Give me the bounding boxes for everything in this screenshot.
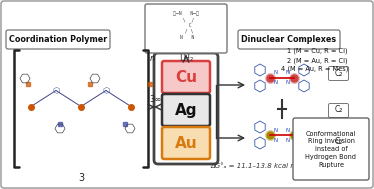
Text: ⬡─N   N─⬡
  \  /
   C
  / \
 N   N: ⬡─N N─⬡ \ / C / \ N N (173, 11, 199, 40)
Text: 3∞: 3∞ (149, 95, 161, 104)
FancyBboxPatch shape (162, 127, 210, 159)
FancyBboxPatch shape (328, 104, 349, 118)
FancyBboxPatch shape (328, 67, 349, 81)
Text: Coordination Polymer: Coordination Polymer (9, 35, 107, 44)
Text: N: N (274, 81, 278, 85)
Text: C₂: C₂ (334, 68, 343, 77)
FancyBboxPatch shape (293, 118, 369, 180)
FancyBboxPatch shape (328, 135, 349, 149)
Text: N: N (274, 70, 278, 75)
Text: N: N (286, 138, 290, 143)
Text: Conformational
Ring Inversion
instead of
Hydrogen Bond
Rupture: Conformational Ring Inversion instead of… (306, 130, 356, 167)
FancyBboxPatch shape (238, 30, 340, 49)
Text: Ag: Ag (175, 102, 197, 118)
Text: Au: Au (175, 136, 197, 150)
Text: N: N (286, 81, 290, 85)
FancyBboxPatch shape (162, 61, 210, 93)
Text: Dinuclear Complexes: Dinuclear Complexes (242, 35, 337, 44)
Text: N: N (286, 70, 290, 75)
FancyBboxPatch shape (162, 94, 210, 126)
Text: 3: 3 (78, 173, 84, 183)
FancyBboxPatch shape (145, 4, 227, 53)
FancyBboxPatch shape (6, 30, 110, 49)
Text: ⬡: ⬡ (52, 86, 60, 95)
Text: C₂: C₂ (334, 136, 343, 146)
FancyBboxPatch shape (154, 53, 218, 164)
Text: N: N (274, 138, 278, 143)
Text: ⬡: ⬡ (102, 86, 110, 95)
Text: N: N (286, 128, 290, 132)
Text: C₂: C₂ (334, 105, 343, 115)
Text: LH₂: LH₂ (179, 54, 193, 63)
Text: 1 (M = Cu, R = Cl)
2 (M = Au, R = Cl)
4 (M = Au, R = Mes): 1 (M = Cu, R = Cl) 2 (M = Au, R = Cl) 4 … (280, 48, 348, 73)
Text: Cu: Cu (175, 70, 197, 84)
Text: N: N (274, 128, 278, 132)
Text: n: n (150, 54, 155, 63)
Text: ΔG°ₐ = 11.1–13.8 kcal mol⁻¹: ΔG°ₐ = 11.1–13.8 kcal mol⁻¹ (210, 163, 310, 169)
